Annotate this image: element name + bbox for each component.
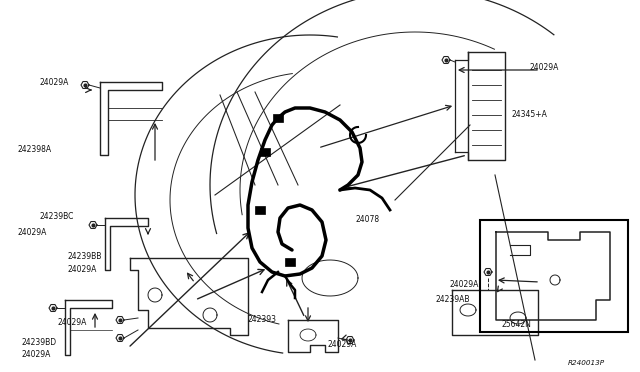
Text: 24029A: 24029A bbox=[22, 350, 51, 359]
Bar bbox=[285, 258, 295, 266]
Text: 25642N: 25642N bbox=[502, 320, 532, 329]
Text: 24029A: 24029A bbox=[450, 280, 479, 289]
Text: 24239BB: 24239BB bbox=[68, 252, 102, 261]
Text: 24078: 24078 bbox=[355, 215, 379, 224]
Text: 24029A: 24029A bbox=[530, 63, 559, 72]
Text: 24345+A: 24345+A bbox=[512, 110, 548, 119]
Text: 24029A: 24029A bbox=[58, 318, 88, 327]
Text: 24239BC: 24239BC bbox=[40, 212, 74, 221]
Bar bbox=[273, 114, 283, 122]
Text: 24029A: 24029A bbox=[68, 265, 97, 274]
Bar bbox=[260, 148, 270, 156]
Text: 24029A: 24029A bbox=[18, 228, 47, 237]
Text: R240013P: R240013P bbox=[568, 360, 605, 366]
Bar bbox=[255, 206, 265, 214]
Bar bbox=[480, 220, 628, 332]
Text: 24029A: 24029A bbox=[328, 340, 357, 349]
Text: 242393: 242393 bbox=[248, 315, 277, 324]
Text: 24029A: 24029A bbox=[40, 78, 69, 87]
Text: 24239AB: 24239AB bbox=[435, 295, 470, 304]
Text: 24239BD: 24239BD bbox=[22, 338, 57, 347]
Text: 242398A: 242398A bbox=[18, 145, 52, 154]
